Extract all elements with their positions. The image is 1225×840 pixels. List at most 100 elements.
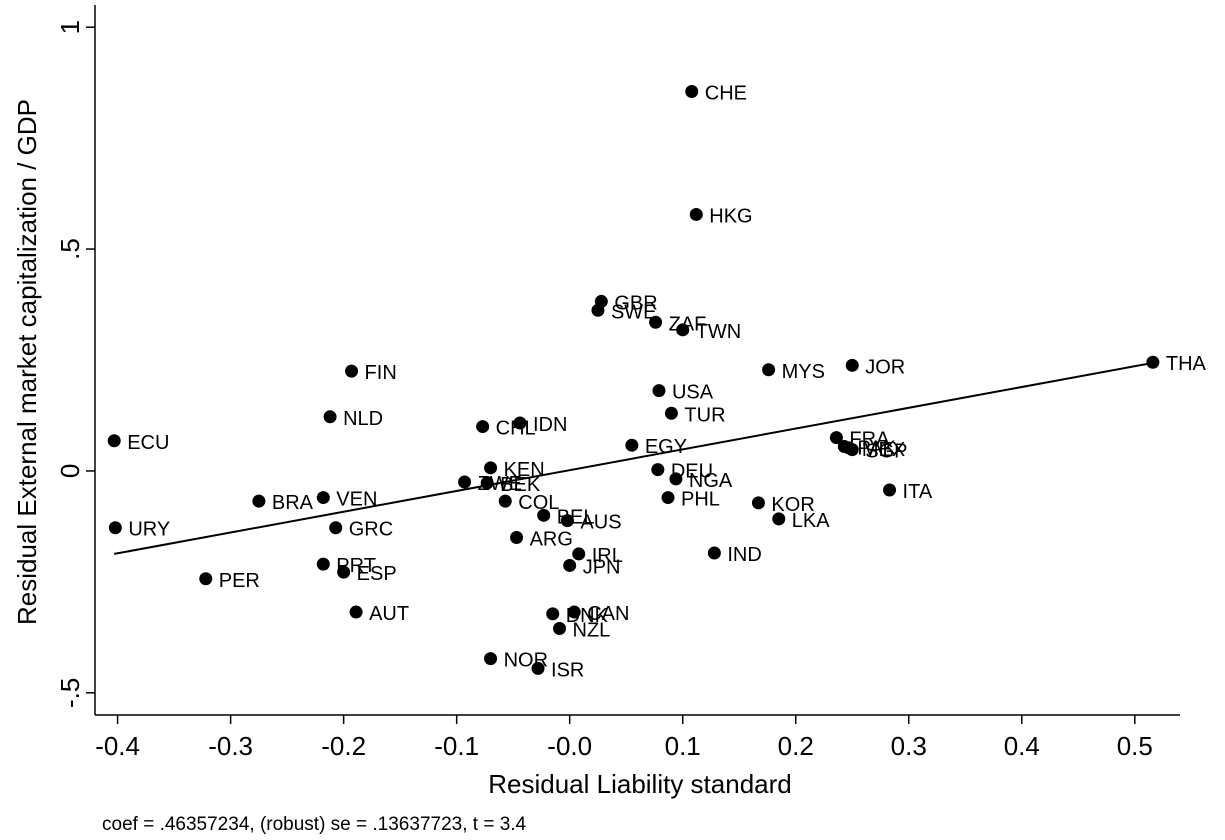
point-label: CAN <box>587 603 629 625</box>
x-tick-label: 0.3 <box>891 731 927 761</box>
point-label: CHE <box>705 83 747 105</box>
point-label: AUT <box>369 603 409 625</box>
data-point <box>567 605 581 619</box>
data-point <box>252 494 266 508</box>
data-point <box>772 512 786 526</box>
point-label: ARG <box>530 529 573 551</box>
point-label: AUS <box>580 512 621 534</box>
data-point <box>513 416 527 430</box>
data-point <box>484 461 498 475</box>
data-point <box>337 565 351 579</box>
x-tick-label: -0.0 <box>547 731 592 761</box>
point-label: COL <box>518 492 559 514</box>
data-point <box>316 557 330 571</box>
point-label: EGY <box>645 436 687 458</box>
data-point <box>829 431 843 445</box>
data-point <box>349 605 363 619</box>
point-label: MYS <box>782 361 825 383</box>
point-label: SGP <box>865 441 907 463</box>
point-label: BRA <box>272 492 314 514</box>
point-label: PHL <box>681 489 720 511</box>
x-tick-label: 0.4 <box>1004 731 1040 761</box>
data-point <box>845 358 859 372</box>
y-axis-title: Residual External market capitalization … <box>12 99 42 625</box>
data-point <box>329 521 343 535</box>
point-label: ESP <box>357 563 397 585</box>
data-point <box>546 607 560 621</box>
x-tick-label: 0.1 <box>665 731 701 761</box>
x-tick-label: 0.5 <box>1117 731 1153 761</box>
point-label: HKG <box>709 205 752 227</box>
x-tick-label: -0.2 <box>321 731 366 761</box>
point-label: KOR <box>771 494 814 516</box>
point-label: TUR <box>684 404 725 426</box>
point-label: MEX <box>862 439 905 461</box>
data-point <box>845 443 859 457</box>
point-label: GRC <box>349 519 393 541</box>
fit-line <box>114 362 1152 555</box>
point-label: ECU <box>127 432 169 454</box>
point-label: GBR <box>614 292 657 314</box>
point-label: FRA <box>849 429 890 451</box>
point-label: TWN <box>696 321 742 343</box>
data-point <box>316 491 330 505</box>
point-label: IDN <box>533 414 567 436</box>
data-point <box>751 496 765 510</box>
point-label: NGA <box>689 470 733 492</box>
regression-note: coef = .46357234, (robust) se = .1363772… <box>102 814 527 835</box>
data-point <box>591 303 605 317</box>
data-point <box>689 207 703 221</box>
x-tick-label: 0.2 <box>778 731 814 761</box>
data-point <box>553 621 567 635</box>
fit-line-layer <box>114 362 1152 555</box>
x-tick-label: -0.1 <box>434 731 479 761</box>
point-label: SWE <box>611 301 657 323</box>
point-label: NLD <box>343 408 383 430</box>
data-point <box>563 558 577 572</box>
point-label: ISR <box>551 659 584 681</box>
data-point <box>537 508 551 522</box>
point-label: PAK <box>857 438 896 460</box>
data-point <box>707 546 721 560</box>
x-axis-title: Residual Liability standard <box>488 769 792 799</box>
data-point <box>762 363 776 377</box>
axes-layer: -0.4 -0.3 -0.2 -0.1 -0.0 0.1 0.2 0.3 0.4 0.5-.50.… <box>55 5 1180 761</box>
data-point <box>883 483 897 497</box>
y-tick-label: 1 <box>55 20 85 34</box>
y-tick-label: -.5 <box>55 678 85 708</box>
y-tick-label: .5 <box>55 238 85 260</box>
data-point <box>480 476 494 490</box>
point-label: JPN <box>583 556 621 578</box>
x-tick-label: -0.3 <box>208 731 253 761</box>
point-label: ITA <box>903 481 933 503</box>
point-label: PER <box>219 570 260 592</box>
data-point <box>649 315 663 329</box>
data-point <box>664 406 678 420</box>
point-label: KEN <box>504 459 545 481</box>
data-point <box>345 364 359 378</box>
data-point <box>531 661 545 675</box>
data-point <box>560 514 574 528</box>
data-point <box>498 494 512 508</box>
point-label: NZL <box>573 619 611 641</box>
x-tick-label: -0.4 <box>95 731 140 761</box>
data-point <box>476 420 490 434</box>
point-label: USA <box>672 382 714 404</box>
data-point <box>107 434 121 448</box>
point-label: LKA <box>792 510 830 532</box>
data-point <box>484 652 498 666</box>
data-point <box>572 547 586 561</box>
point-label: URY <box>128 519 170 541</box>
data-point <box>199 572 213 586</box>
y-tick-label: 0 <box>55 464 85 478</box>
point-label: BEK <box>500 474 541 496</box>
data-point <box>510 531 524 544</box>
data-point <box>652 384 666 398</box>
data-point <box>108 521 122 535</box>
data-point <box>685 85 699 99</box>
point-label: VEN <box>336 489 377 511</box>
point-label: CHL <box>496 418 536 440</box>
point-label: DNK <box>566 605 609 627</box>
point-label: JOR <box>865 356 905 378</box>
